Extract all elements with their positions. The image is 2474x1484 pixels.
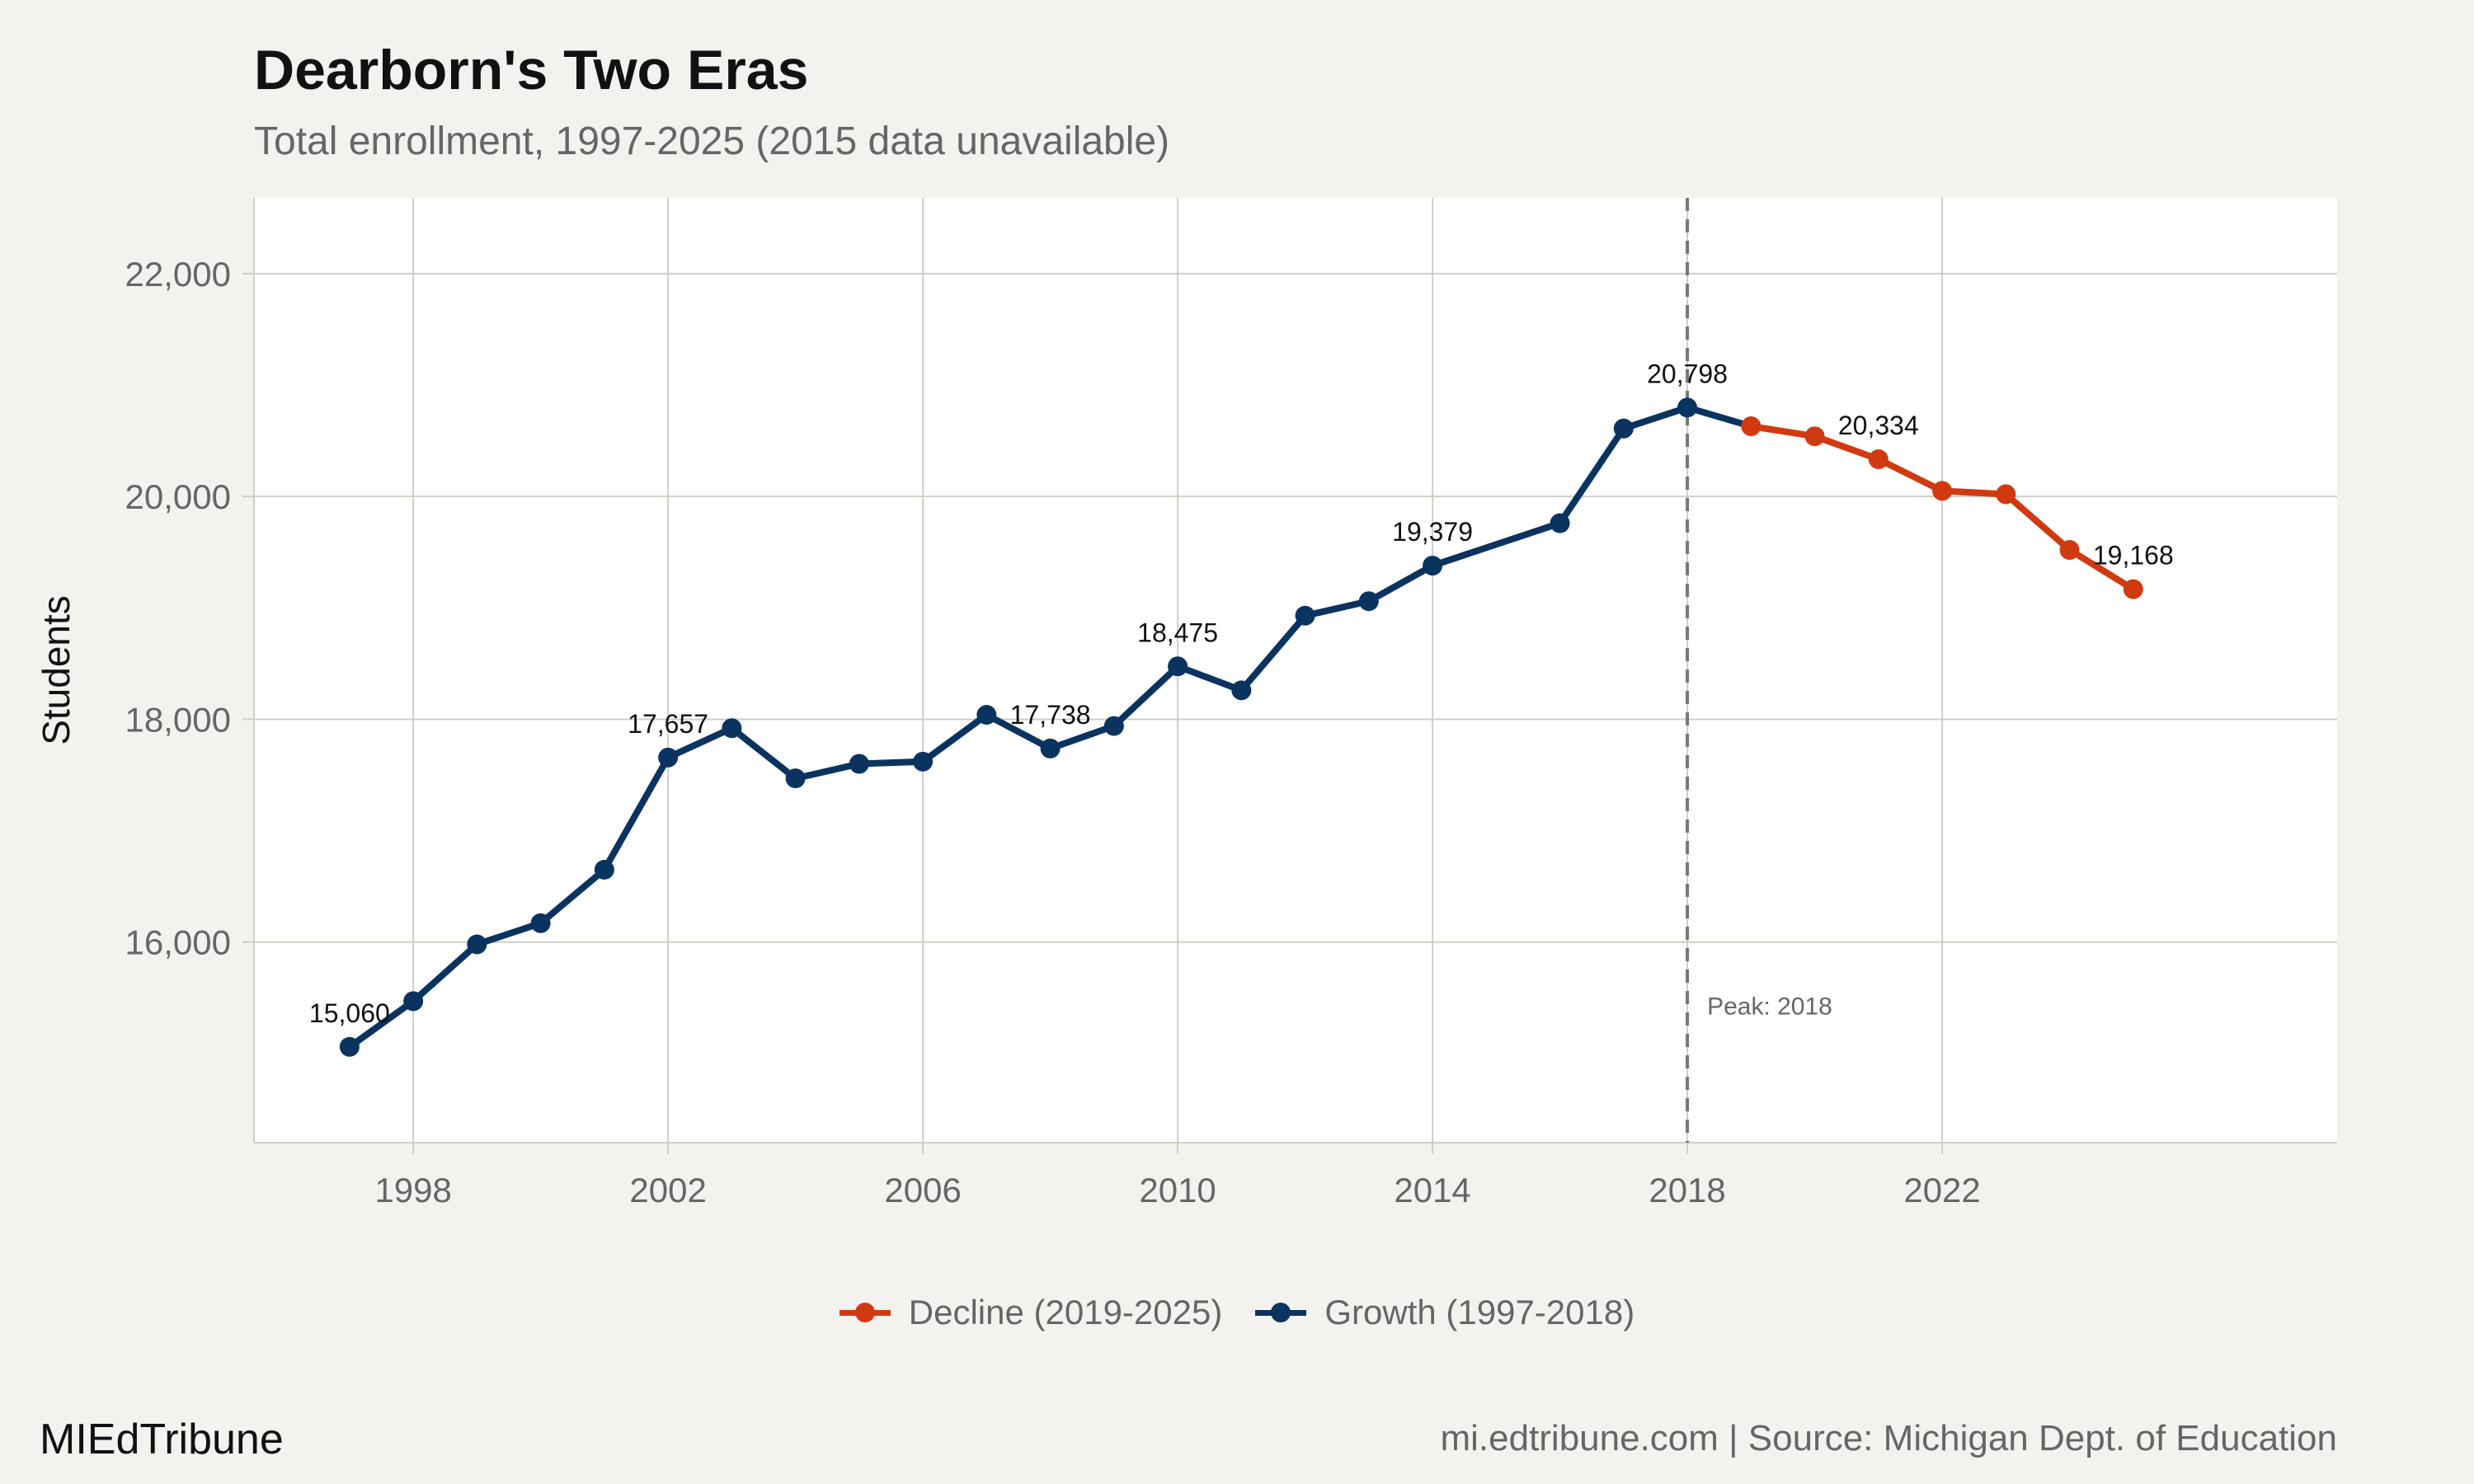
data-label: 18,475 [1137, 618, 1218, 647]
decline-data-point [2123, 579, 2143, 599]
data-label: 17,657 [628, 709, 708, 739]
growth-data-point [467, 934, 487, 955]
data-label: 19,168 [2093, 541, 2174, 571]
brand-logo-text: MIEdTribune [40, 1416, 284, 1463]
growth-data-point [1231, 680, 1252, 701]
growth-data-point [403, 991, 424, 1012]
x-tick-label: 2014 [1394, 1171, 1470, 1209]
x-tick-label: 2006 [884, 1171, 961, 1209]
legend-label-growth: Growth (1997-2018) [1324, 1293, 1635, 1331]
growth-data-point [913, 751, 934, 772]
y-tick-label: 18,000 [125, 700, 231, 739]
data-label: 15,060 [309, 998, 390, 1028]
growth-data-point [1677, 397, 1698, 418]
growth-data-point [1295, 605, 1315, 626]
decline-data-point [1741, 416, 1761, 437]
x-tick-label: 2002 [629, 1171, 706, 1209]
data-label: 17,738 [1010, 700, 1091, 730]
y-tick-label: 22,000 [125, 255, 231, 294]
growth-data-point [1613, 418, 1634, 439]
source-note: mi.edtribune.com | Source: Michigan Dept… [1440, 1418, 2337, 1458]
x-tick-label: 2010 [1139, 1171, 1216, 1209]
growth-data-point [976, 705, 997, 726]
x-tick-label: 2018 [1649, 1171, 1725, 1209]
growth-data-point [785, 768, 806, 789]
growth-data-point [339, 1036, 360, 1057]
decline-data-point [1996, 484, 2016, 505]
x-tick-label: 2022 [1903, 1171, 1980, 1209]
growth-data-point [849, 754, 869, 774]
series-connector-line [1684, 404, 1755, 430]
x-tick-label: 1998 [374, 1171, 451, 1209]
decline-data-point [2059, 540, 2080, 561]
growth-data-point [1423, 556, 1443, 576]
legend-item-growth: Growth (1997-2018) [1255, 1293, 1634, 1332]
data-label: 20,798 [1647, 359, 1728, 388]
legend: Decline (2019-2025) Growth (1997-2018) [0, 1293, 2474, 1332]
legend-key-growth [1255, 1296, 1307, 1329]
decline-data-point [1804, 426, 1825, 447]
growth-data-point [530, 913, 551, 933]
y-axis-label: Students [35, 595, 78, 745]
data-label: 20,334 [1838, 411, 1919, 440]
data-label: 19,379 [1392, 517, 1473, 547]
growth-data-point [1168, 656, 1188, 677]
y-tick-label: 16,000 [125, 923, 231, 962]
growth-data-point [722, 718, 742, 739]
legend-key-decline [839, 1296, 891, 1329]
legend-item-decline: Decline (2019-2025) [839, 1293, 1223, 1332]
legend-label-decline: Decline (2019-2025) [908, 1293, 1223, 1331]
growth-data-point [1103, 716, 1124, 736]
peak-reference-label: Peak: 2018 [1707, 993, 1832, 1020]
decline-data-point [1932, 481, 1953, 501]
growth-data-point [658, 747, 679, 768]
plot-panel [254, 198, 2337, 1143]
chart-subtitle: Total enrollment, 1997-2025 (2015 data u… [254, 120, 1170, 163]
growth-data-point [594, 859, 614, 880]
chart-title: Dearborn's Two Eras [254, 39, 809, 101]
decline-data-point [1868, 449, 1888, 470]
growth-data-point [1040, 738, 1061, 758]
growth-data-point [1358, 591, 1379, 612]
growth-data-point [1550, 513, 1570, 533]
y-tick-label: 20,000 [125, 477, 231, 516]
